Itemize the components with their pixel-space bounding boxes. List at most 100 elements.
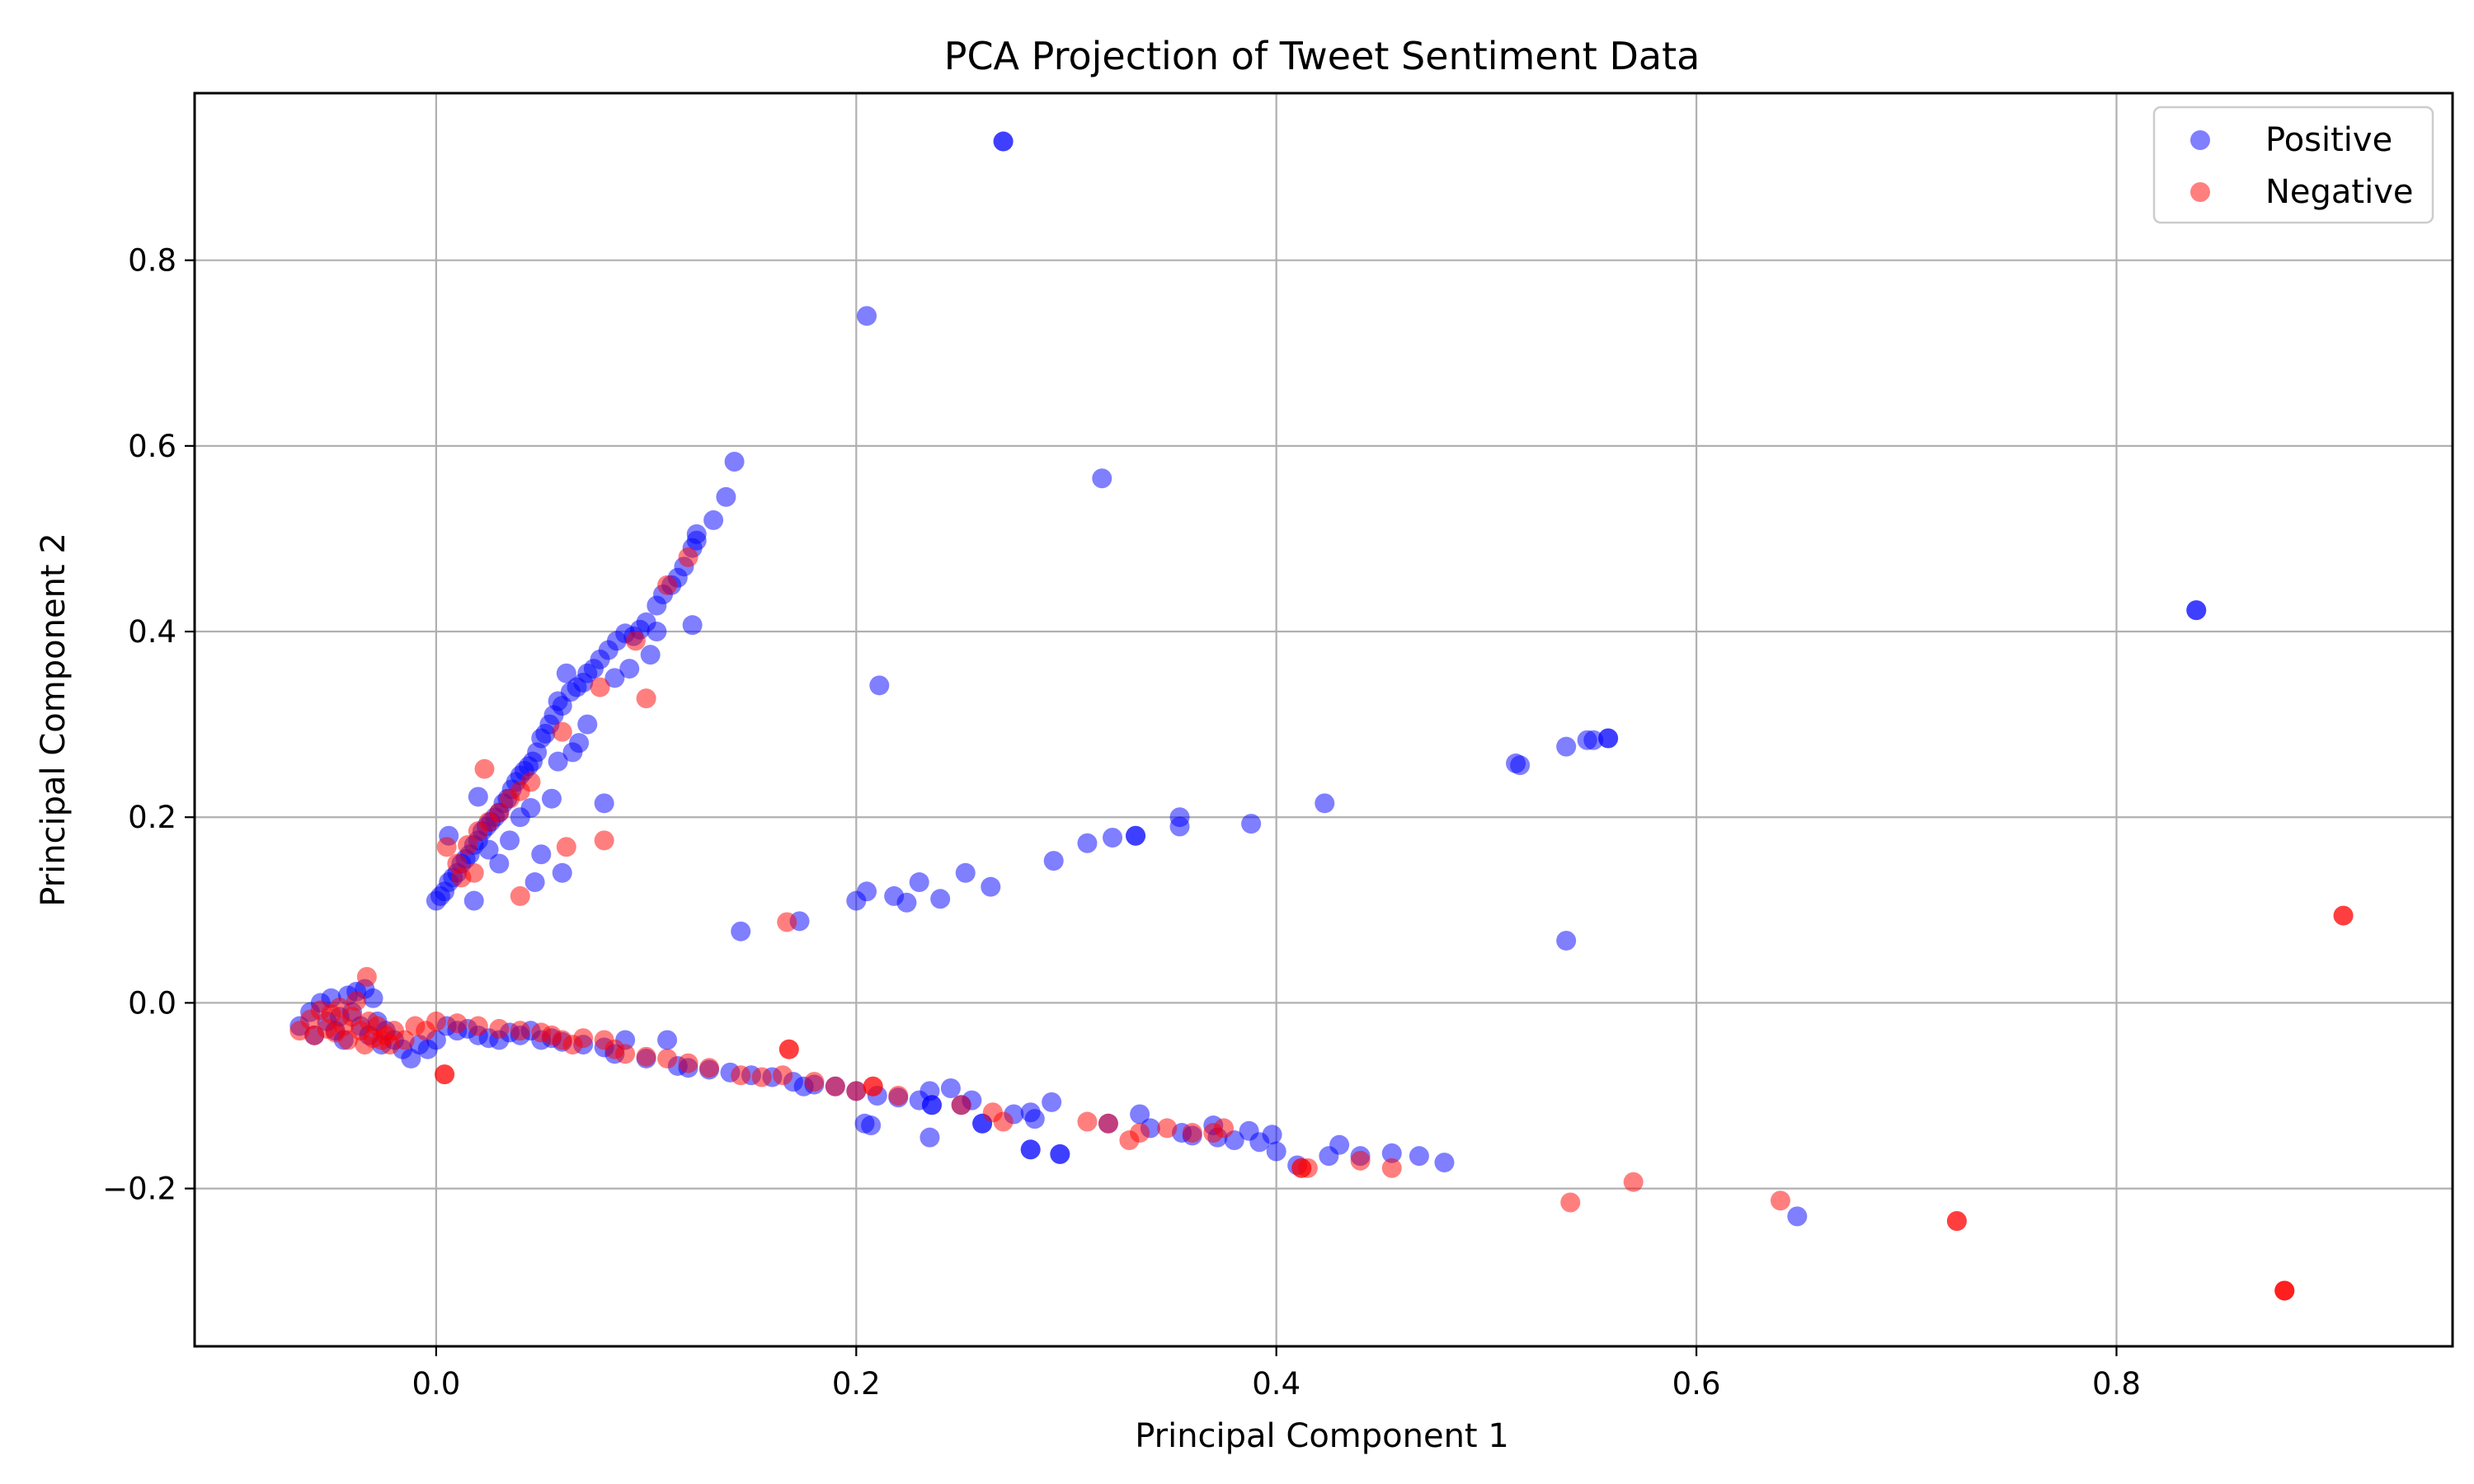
point-positive bbox=[1556, 736, 1577, 757]
point-negative bbox=[346, 991, 367, 1012]
x-tick-label: 0.8 bbox=[2092, 1366, 2141, 1402]
point-negative bbox=[1203, 1123, 1224, 1144]
point-negative bbox=[1157, 1118, 1178, 1139]
point-negative bbox=[678, 547, 698, 567]
point-positive bbox=[1092, 468, 1112, 489]
point-negative bbox=[778, 1039, 799, 1059]
point-positive bbox=[1024, 1109, 1045, 1129]
point-negative bbox=[1119, 1130, 1140, 1151]
legend-marker-negative bbox=[2190, 182, 2210, 202]
point-positive bbox=[1315, 793, 1335, 814]
point-positive bbox=[896, 892, 917, 913]
point-negative bbox=[474, 758, 495, 779]
point-positive bbox=[1556, 930, 1577, 951]
point-positive bbox=[920, 1127, 940, 1148]
point-negative bbox=[394, 1030, 415, 1050]
x-tick-label: 0.4 bbox=[1252, 1366, 1300, 1402]
point-negative bbox=[1098, 1113, 1118, 1134]
point-positive bbox=[604, 668, 625, 688]
point-negative bbox=[590, 677, 610, 697]
point-negative bbox=[1077, 1111, 1098, 1132]
point-positive bbox=[993, 131, 1014, 152]
point-negative bbox=[863, 1076, 883, 1097]
point-positive bbox=[1583, 730, 1604, 750]
grid-lines bbox=[195, 93, 2453, 1346]
point-negative bbox=[751, 1067, 772, 1087]
point-negative bbox=[468, 821, 488, 842]
x-tick-label: 0.6 bbox=[1672, 1366, 1721, 1402]
point-negative bbox=[435, 1064, 455, 1085]
point-positive bbox=[1043, 851, 1064, 871]
point-positive bbox=[921, 1095, 942, 1115]
point-positive bbox=[2186, 600, 2207, 621]
point-negative bbox=[510, 885, 530, 906]
point-positive bbox=[861, 1115, 882, 1136]
point-positive bbox=[619, 659, 640, 679]
legend-label-positive: Positive bbox=[2265, 121, 2392, 159]
y-tick-label: 0.4 bbox=[128, 614, 176, 650]
point-negative bbox=[1946, 1211, 1967, 1231]
point-negative bbox=[1770, 1190, 1790, 1211]
point-negative bbox=[436, 837, 457, 857]
x-axis-label: Principal Component 1 bbox=[1135, 1417, 1509, 1455]
point-positive bbox=[857, 881, 877, 902]
point-positive bbox=[731, 921, 751, 942]
point-negative bbox=[777, 912, 797, 932]
point-positive bbox=[552, 862, 572, 883]
point-negative bbox=[594, 1030, 614, 1050]
series-negative bbox=[289, 547, 2354, 1301]
point-negative bbox=[1291, 1158, 1312, 1178]
y-tick-label: 0.0 bbox=[128, 985, 176, 1021]
point-positive bbox=[1266, 1141, 1286, 1162]
point-positive bbox=[981, 876, 1001, 897]
point-negative bbox=[594, 830, 614, 851]
x-tick-label: 0.2 bbox=[832, 1366, 881, 1402]
point-negative bbox=[636, 1046, 656, 1067]
legend: Positive Negative bbox=[2152, 106, 2434, 224]
x-axis-ticks: 0.0 0.2 0.4 0.6 0.8 bbox=[412, 1346, 2141, 1402]
point-negative bbox=[657, 1048, 678, 1068]
point-negative bbox=[500, 788, 520, 809]
point-positive bbox=[930, 889, 951, 909]
point-negative bbox=[556, 837, 576, 857]
point-positive bbox=[640, 645, 661, 665]
point-positive bbox=[682, 615, 703, 636]
point-negative bbox=[356, 966, 377, 987]
point-positive bbox=[1077, 833, 1098, 853]
point-positive bbox=[869, 675, 890, 696]
y-tick-label: 0.2 bbox=[128, 800, 176, 835]
point-positive bbox=[1130, 1104, 1150, 1125]
point-positive bbox=[647, 595, 667, 616]
point-positive bbox=[1598, 728, 1619, 749]
point-negative bbox=[552, 721, 572, 742]
point-negative bbox=[1623, 1172, 1644, 1192]
point-negative bbox=[625, 631, 646, 651]
point-negative bbox=[657, 575, 678, 595]
point-positive bbox=[510, 807, 530, 828]
point-negative bbox=[951, 1095, 971, 1115]
point-positive bbox=[541, 788, 562, 809]
point-negative bbox=[489, 1018, 510, 1039]
point-positive bbox=[716, 486, 736, 507]
point-positive bbox=[548, 751, 568, 772]
point-positive bbox=[489, 853, 510, 874]
point-negative bbox=[447, 1013, 468, 1034]
point-positive bbox=[857, 306, 877, 326]
point-negative bbox=[416, 1021, 436, 1041]
point-negative bbox=[1381, 1158, 1402, 1178]
point-positive bbox=[724, 451, 745, 472]
point-positive bbox=[1103, 827, 1123, 848]
point-negative bbox=[2333, 905, 2354, 926]
point-positive bbox=[909, 872, 929, 893]
point-positive bbox=[955, 862, 976, 883]
point-positive bbox=[1510, 755, 1531, 776]
plot-frame bbox=[193, 92, 2454, 1348]
legend-label-negative: Negative bbox=[2265, 173, 2414, 211]
point-negative bbox=[2274, 1280, 2295, 1301]
point-negative bbox=[804, 1072, 825, 1092]
y-axis-ticks: −0.2 0.0 0.2 0.4 0.6 0.8 bbox=[102, 243, 195, 1207]
point-positive bbox=[1409, 1146, 1429, 1167]
point-negative bbox=[699, 1058, 720, 1078]
x-tick-label: 0.0 bbox=[412, 1366, 460, 1402]
